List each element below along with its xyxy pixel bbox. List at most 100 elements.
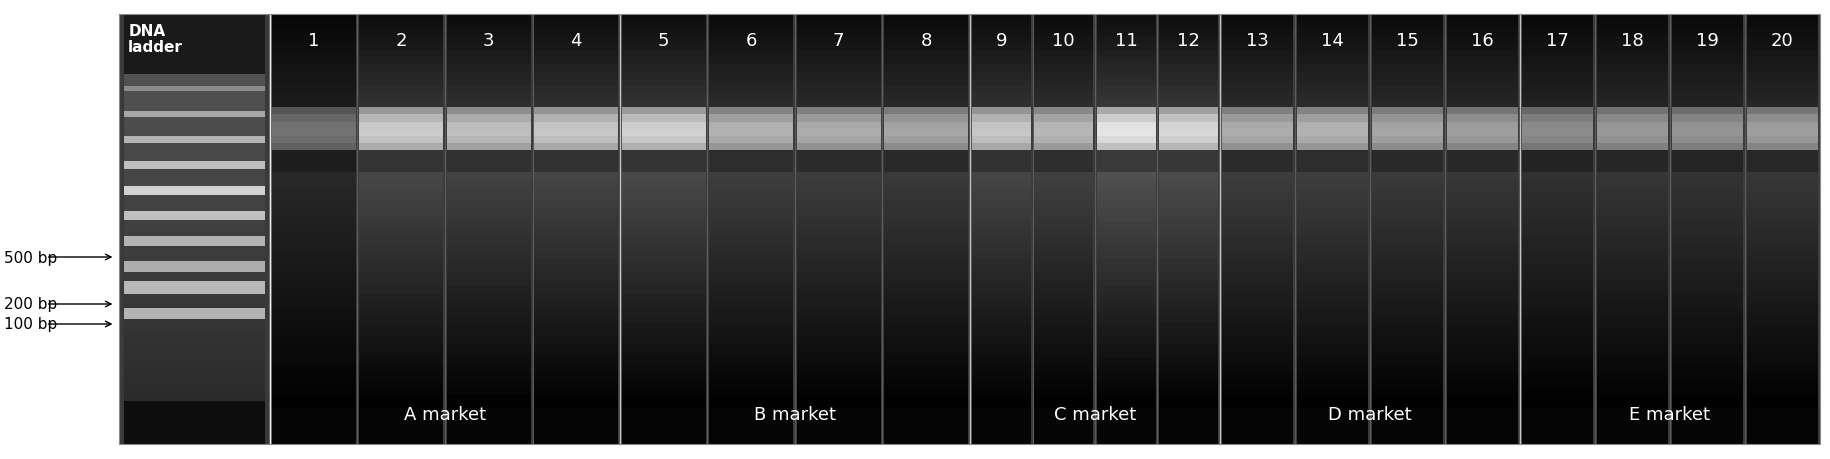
Bar	[447, 58, 531, 65]
Bar	[124, 135, 264, 144]
Bar	[796, 337, 880, 344]
Bar	[1596, 215, 1667, 222]
Bar	[708, 201, 792, 208]
Bar	[708, 165, 792, 172]
Bar	[622, 315, 705, 323]
Bar	[1746, 287, 1817, 294]
Bar	[708, 323, 792, 330]
Bar	[1671, 373, 1742, 380]
Bar	[1596, 36, 1667, 44]
Bar	[359, 187, 443, 194]
Bar	[124, 358, 264, 367]
Bar	[447, 415, 531, 423]
Bar	[534, 230, 619, 237]
Bar	[1746, 108, 1817, 115]
Bar	[534, 294, 619, 301]
Bar	[622, 401, 705, 408]
Bar	[447, 344, 531, 351]
Bar	[1371, 423, 1442, 430]
Bar	[271, 215, 355, 222]
Bar	[1596, 330, 1667, 337]
Bar	[1296, 179, 1367, 187]
Bar	[447, 29, 531, 36]
Bar	[359, 308, 443, 315]
Bar	[1096, 423, 1155, 430]
Bar	[1158, 251, 1217, 258]
Bar	[972, 172, 1030, 179]
Bar	[1221, 387, 1292, 394]
Bar	[708, 401, 792, 408]
Bar	[1371, 86, 1442, 94]
Bar	[1296, 215, 1367, 222]
Bar	[359, 72, 443, 79]
Bar	[447, 244, 531, 251]
Bar	[271, 201, 355, 208]
Bar	[1521, 337, 1592, 344]
Bar	[359, 280, 443, 287]
Bar	[1671, 351, 1742, 358]
Bar	[708, 301, 792, 308]
Bar	[1521, 122, 1592, 129]
Bar	[1158, 415, 1217, 423]
Bar	[1034, 129, 1093, 136]
Bar	[1446, 258, 1517, 265]
Bar	[708, 408, 792, 415]
Bar	[1221, 244, 1292, 251]
Bar	[1596, 344, 1667, 351]
Bar	[708, 415, 792, 423]
Bar	[1521, 94, 1592, 101]
Bar	[1096, 122, 1155, 129]
Text: 19: 19	[1695, 32, 1718, 50]
Bar	[1158, 22, 1217, 29]
Bar	[708, 44, 792, 51]
Bar	[1296, 415, 1367, 423]
Bar	[271, 86, 355, 94]
Bar	[1596, 108, 1667, 115]
Bar	[1034, 122, 1093, 129]
Bar	[1671, 86, 1742, 94]
Bar	[1521, 51, 1592, 58]
Bar	[1096, 323, 1155, 330]
Bar	[1371, 401, 1442, 408]
Bar	[1596, 301, 1667, 308]
Bar	[534, 315, 619, 323]
Bar	[124, 350, 264, 358]
Bar	[1746, 294, 1817, 301]
Bar	[1446, 94, 1517, 101]
Bar	[271, 394, 355, 401]
Bar	[1221, 72, 1292, 79]
Bar	[359, 265, 443, 272]
Bar	[796, 58, 880, 65]
Bar	[359, 58, 443, 65]
Bar	[1296, 65, 1367, 72]
Bar	[359, 437, 443, 444]
Bar	[1158, 36, 1217, 44]
Bar	[1034, 222, 1093, 230]
Bar	[1096, 101, 1155, 108]
Bar	[1034, 22, 1093, 29]
Bar	[1371, 344, 1442, 351]
Bar	[972, 165, 1030, 172]
Bar	[359, 144, 443, 151]
Bar	[622, 86, 705, 94]
Bar	[1371, 36, 1442, 44]
Bar	[708, 430, 792, 437]
Bar	[1521, 65, 1592, 72]
Bar	[622, 22, 705, 29]
Bar	[708, 136, 792, 144]
Bar	[1671, 22, 1742, 29]
Bar	[1221, 373, 1292, 380]
Bar	[1158, 330, 1217, 337]
Bar	[1096, 65, 1155, 72]
Bar	[1221, 51, 1292, 58]
Bar	[622, 358, 705, 365]
Bar	[271, 358, 355, 365]
Bar	[1671, 144, 1742, 151]
Bar	[124, 238, 264, 246]
Bar	[1296, 115, 1367, 122]
Bar	[1096, 330, 1155, 337]
Bar	[622, 101, 705, 108]
Bar	[124, 187, 264, 195]
Bar	[1096, 144, 1155, 151]
Bar	[1158, 258, 1217, 265]
